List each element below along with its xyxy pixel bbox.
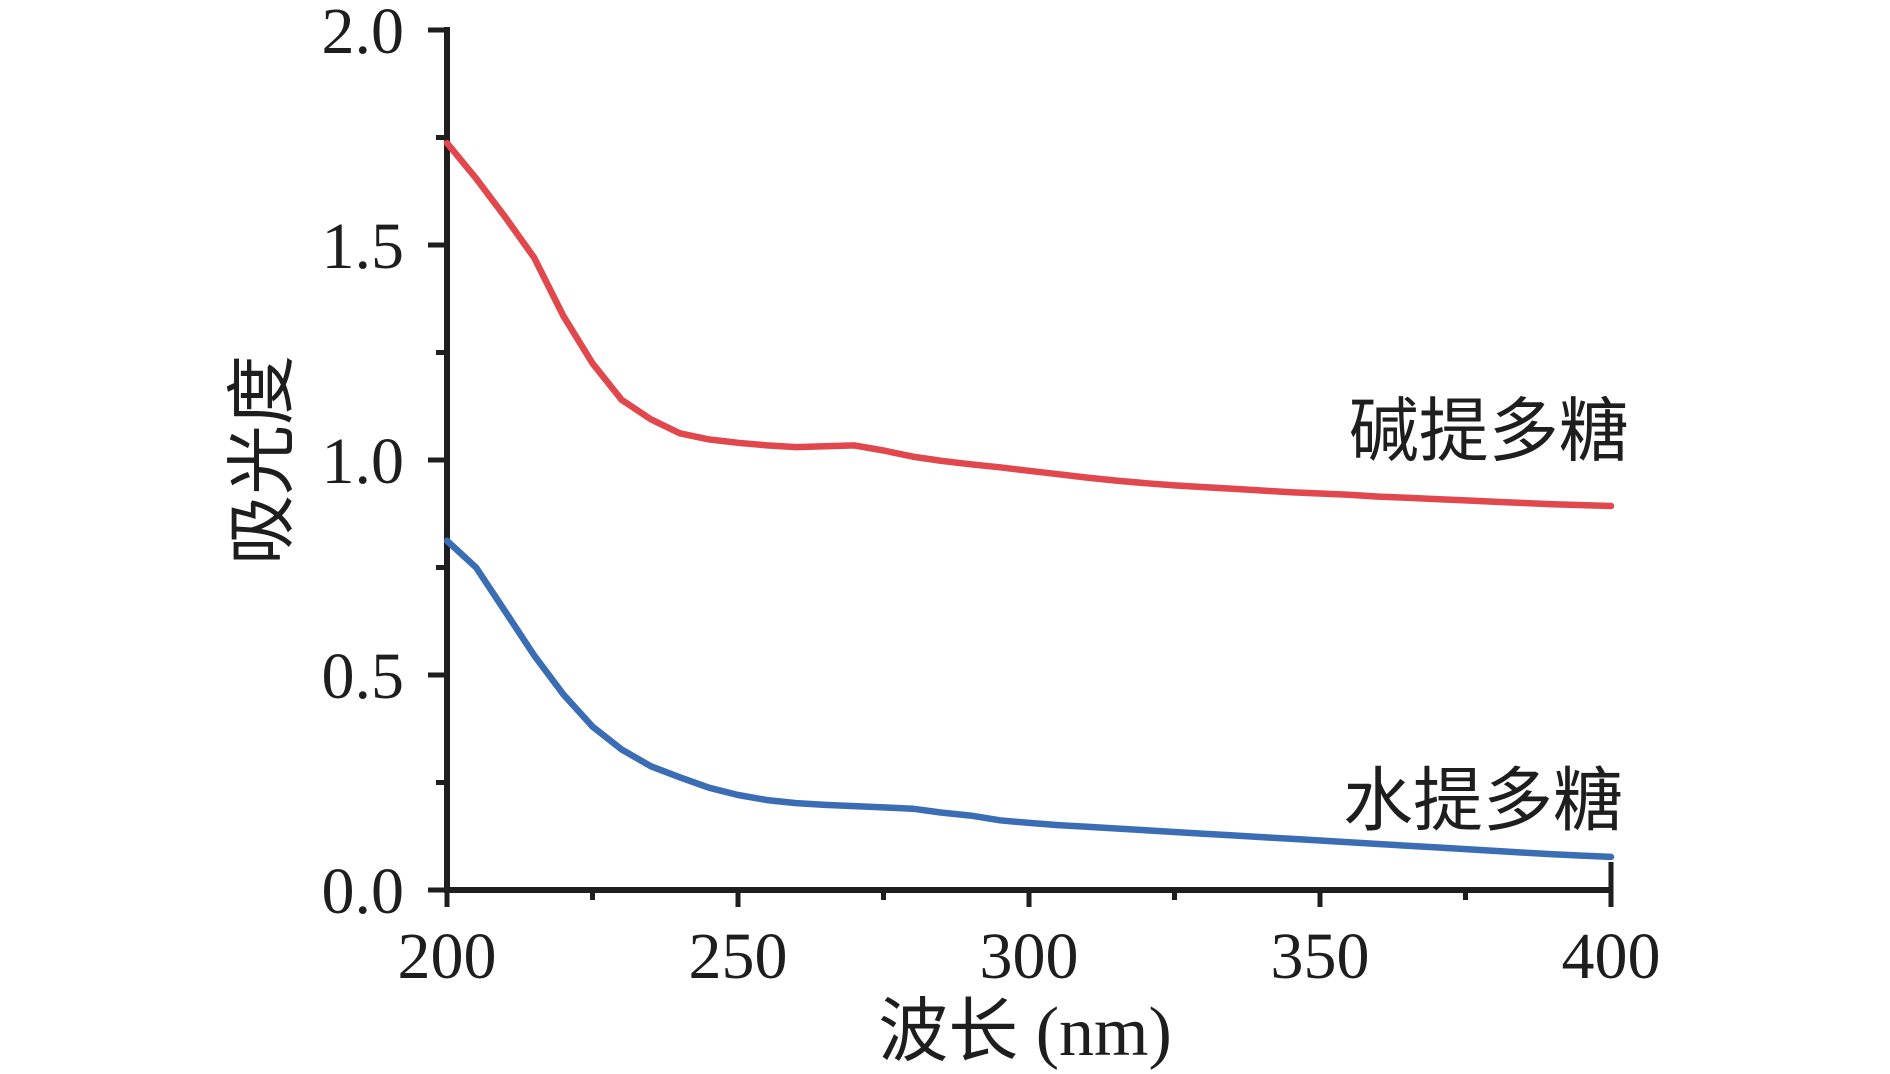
x-tick-label: 400 [1562,920,1661,993]
y-tick-label: 0.0 [322,855,405,928]
tick-labels: 200 250 300 350 400 0.0 0.5 1.0 1.5 2.0 [322,0,1661,993]
x-axis-title: 波长 (nm) [878,994,1172,1071]
data-curves [443,139,1615,861]
x-tick-label: 200 [398,920,497,993]
series-label-water-polysaccharide: 水提多糖 [1343,764,1623,841]
x-tick-label: 350 [1271,920,1370,993]
y-tick-label: 1.0 [322,425,405,498]
curve-water-polysaccharide [443,537,1615,861]
x-tick-label: 300 [980,920,1079,993]
curve-alkali-polysaccharide [443,139,1615,510]
x-tick-label: 250 [689,920,788,993]
y-tick-label: 1.5 [322,210,405,283]
y-axis-title: 吸光度 [225,355,302,565]
series-label-alkali-polysaccharide: 碱提多糖 [1349,394,1629,471]
y-tick-label: 2.0 [322,0,405,68]
y-tick-label: 0.5 [322,640,405,713]
axis-ticks [428,27,1614,907]
